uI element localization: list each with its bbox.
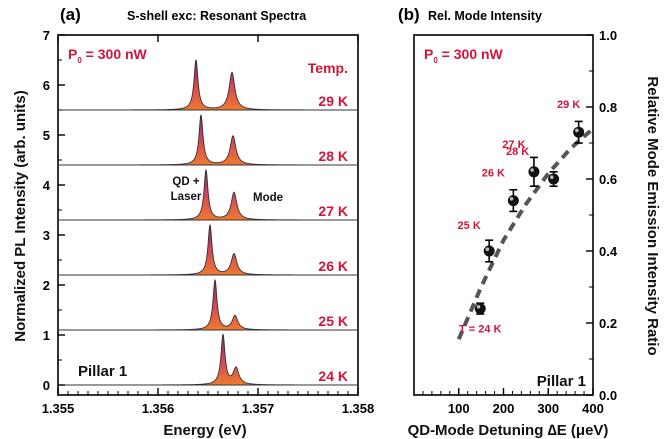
spectrum-25k — [57, 279, 359, 331]
panel-b-points — [474, 120, 585, 315]
fit-curve — [456, 127, 595, 340]
x-tick-label: 400 — [582, 401, 604, 416]
temperature-label: 25 K — [318, 313, 348, 329]
y-tick-label: 3 — [43, 228, 50, 243]
temperature-label: 29 K — [318, 93, 348, 109]
panel-b-title: Rel. Mode Intensity — [428, 9, 542, 23]
data-point — [528, 166, 540, 178]
point-label: 25 K — [458, 220, 481, 232]
data-point — [548, 173, 560, 185]
y-tick-label: 0.4 — [599, 244, 618, 259]
panel-a-power: P0 = 300 nW — [68, 46, 148, 65]
y-tick-label: 0.8 — [599, 100, 617, 115]
x-tick-label: 1.357 — [242, 401, 275, 416]
panel-b-xlabel: QD-Mode Detuning ∆E (μeV) — [408, 422, 609, 439]
x-tick-label: 200 — [493, 401, 515, 416]
y-tick-label: 2 — [43, 278, 50, 293]
x-tick-label: 1.356 — [142, 401, 175, 416]
panel-b-power: P0 = 300 nW — [424, 46, 504, 65]
data-point-highlight — [485, 247, 490, 251]
x-tick-label: 300 — [537, 401, 559, 416]
point-label: 27 K — [502, 139, 525, 151]
panel-a-spectra — [57, 59, 359, 386]
y-tick-label: 0.0 — [599, 388, 617, 403]
temperature-label: 28 K — [318, 148, 348, 164]
temperature-label: 26 K — [318, 258, 348, 274]
panel-a-temperature-labels: 24 K 25 K 26 K 27 K 28 K 29 K — [318, 93, 348, 384]
y-tick-label: 1 — [43, 328, 50, 343]
panel-b-ylabel: Relative Mode Emission Intensity Ratio — [644, 76, 661, 355]
panel-a-ticks — [57, 34, 359, 395]
data-point-highlight — [550, 175, 554, 179]
point-label: 28 K — [506, 146, 529, 158]
y-tick-label: 0.2 — [599, 316, 617, 331]
y-tick-label: 7 — [43, 28, 50, 43]
point-label: 29 K — [557, 99, 580, 111]
data-point — [507, 195, 519, 207]
y-tick-label: 0 — [43, 378, 50, 393]
x-tick-label: 100 — [448, 401, 470, 416]
panel-a-temp-header: Temp. — [308, 60, 348, 76]
panel-a-ylabel: Normalized PL Intensity (arb. units) — [12, 90, 29, 341]
spectrum-28k — [57, 114, 359, 166]
data-point-highlight — [509, 197, 514, 201]
x-tick-label: 1.355 — [42, 401, 75, 416]
panel-a-tick-labels: 1.355 1.356 1.357 1.358 0 1 2 3 4 5 6 7 — [42, 28, 375, 416]
panel-a-label: (a) — [60, 5, 81, 24]
panel-b-fit — [456, 127, 595, 340]
temperature-label: 27 K — [318, 203, 348, 219]
x-tick-label: 1.358 — [342, 401, 375, 416]
panel-b-label: (b) — [398, 5, 420, 24]
panel-b-ticks — [422, 34, 594, 396]
panel-a-xlabel: Energy (eV) — [163, 422, 246, 439]
spectrum-26k — [57, 224, 359, 276]
annotation-qd: QD + — [172, 176, 199, 188]
data-point — [573, 126, 585, 138]
point-label: 26 K — [482, 168, 505, 180]
point-label: T = 24 K — [459, 324, 502, 336]
data-point-highlight — [476, 305, 481, 309]
panel-a-sample-label: Pillar 1 — [78, 363, 127, 380]
data-point-highlight — [575, 128, 579, 133]
panel-b-point-labels: T = 24 K 25 K 26 K 27 K28 K 29 K — [458, 99, 581, 335]
y-tick-label: 6 — [43, 78, 50, 93]
temperature-label: 24 K — [318, 368, 348, 384]
y-tick-label: 1.0 — [599, 28, 617, 43]
y-tick-label: 0.6 — [599, 172, 617, 187]
panel-b-frame — [413, 34, 594, 396]
annotation-mode: Mode — [253, 192, 283, 204]
y-tick-label: 4 — [43, 178, 51, 193]
data-point-highlight — [530, 168, 534, 172]
y-tick-label: 5 — [43, 128, 50, 143]
spectrum-27k — [57, 169, 359, 221]
panel-a-title: S-shell exc: Resonant Spectra — [127, 9, 307, 23]
annotation-laser: Laser — [171, 191, 202, 203]
data-point — [483, 245, 495, 257]
panel-b-sample-label: Pillar 1 — [537, 373, 586, 390]
data-point — [474, 303, 486, 315]
